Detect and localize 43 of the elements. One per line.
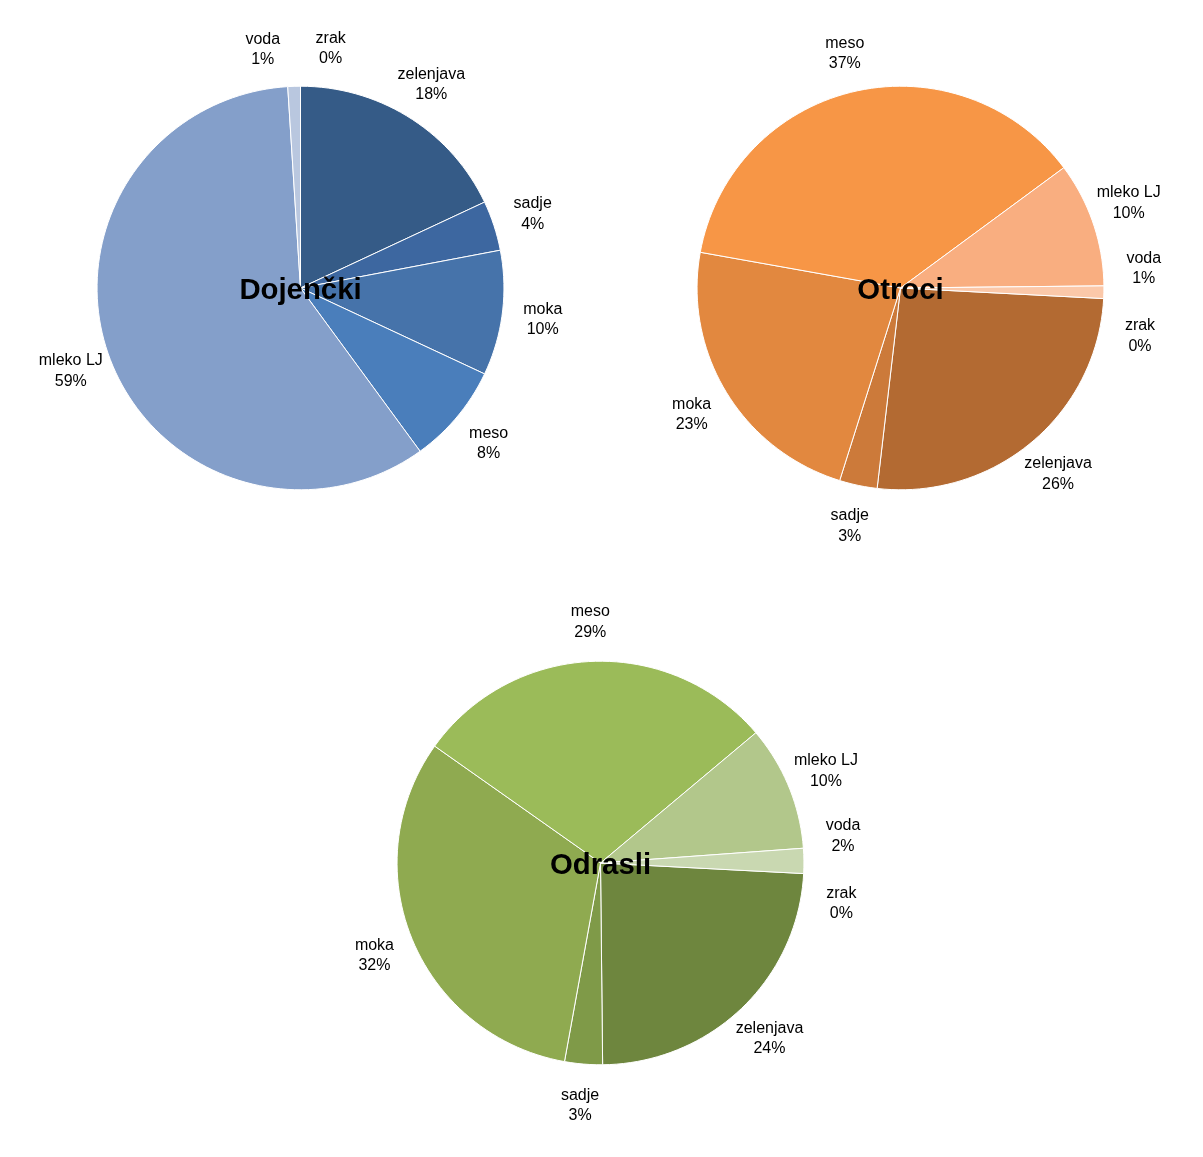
data-label: 2%: [831, 836, 855, 854]
text: Dojenčki: [239, 271, 362, 305]
slice-label: sadje: [830, 506, 869, 524]
slice-label: voda: [825, 816, 861, 834]
slice-label: meso: [469, 423, 509, 441]
slice-label: mleko LJ: [793, 751, 858, 769]
slice-label: mleko LJ: [1096, 183, 1161, 201]
slice-label: meso: [825, 33, 865, 51]
slice-label: sadje: [513, 194, 552, 212]
data-label: 8%: [477, 444, 501, 462]
data-label: 29%: [574, 622, 607, 640]
data-label: 1%: [251, 50, 275, 68]
slice-label: moka: [523, 299, 563, 317]
data-label: 10%: [1112, 203, 1145, 221]
data-label: 3%: [568, 1105, 592, 1123]
data-label: 37%: [828, 53, 861, 71]
data-label: 26%: [1042, 474, 1075, 492]
category-label: zrak: [1124, 316, 1156, 334]
slice-label: zelenjava: [1024, 454, 1092, 472]
text: 0%: [1128, 336, 1152, 354]
category-label: zrak: [826, 883, 857, 901]
text: 0%: [829, 904, 853, 922]
slice-label: zelenjava: [397, 64, 466, 82]
data-label: 18%: [415, 85, 448, 103]
data-label: 24%: [753, 1039, 786, 1057]
slice-label: voda: [245, 30, 281, 48]
data-label: 23%: [675, 415, 708, 433]
slice-label: voda: [1126, 249, 1162, 267]
slice-label: sadje: [560, 1085, 600, 1103]
data-label: 32%: [358, 956, 391, 974]
slice-label: moka: [354, 935, 395, 953]
data-label: 59%: [54, 371, 87, 389]
slice-label: zelenjava: [735, 1019, 804, 1037]
text: 0%: [319, 49, 343, 67]
data-label: 10%: [809, 771, 842, 789]
data-label: 1%: [1132, 269, 1156, 287]
data-label: 4%: [521, 214, 545, 232]
slice-label: moka: [672, 394, 712, 412]
data-label: 3%: [838, 526, 862, 544]
slice-label: meso: [570, 602, 610, 620]
data-label: 10%: [526, 320, 559, 338]
category-label: zrak: [315, 29, 346, 47]
slice-label: mleko LJ: [38, 351, 103, 369]
